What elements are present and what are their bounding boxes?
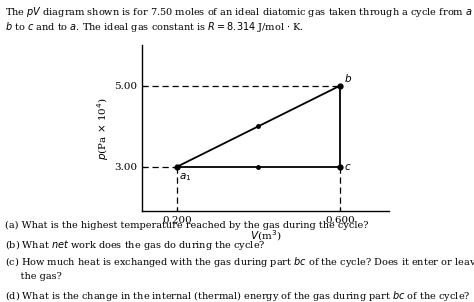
Text: (d) What is the change in the internal (thermal) energy of the gas during part $: (d) What is the change in the internal (… <box>5 289 470 302</box>
Text: (c) How much heat is exchanged with the gas during part $bc$ of the cycle? Does : (c) How much heat is exchanged with the … <box>5 255 474 269</box>
Text: $a_1$: $a_1$ <box>179 172 191 184</box>
Text: the gas?: the gas? <box>5 272 62 281</box>
Y-axis label: $p$(Pa $\times$ 10$^4$): $p$(Pa $\times$ 10$^4$) <box>96 97 111 160</box>
Text: (b) What $\it{net}$ work does the gas do during the cycle?: (b) What $\it{net}$ work does the gas do… <box>5 238 265 252</box>
Text: The $pV$ diagram shown is for 7.50 moles of an ideal diatomic gas taken through : The $pV$ diagram shown is for 7.50 moles… <box>5 5 474 18</box>
Text: (a) What is the highest temperature reached by the gas during the cycle?: (a) What is the highest temperature reac… <box>5 220 368 230</box>
Text: $c$: $c$ <box>344 162 351 172</box>
X-axis label: $V$(m$^3$): $V$(m$^3$) <box>250 228 281 243</box>
Text: $b$ to $c$ and to $a$. The ideal gas constant is $R = 8.314$ J/mol $\cdot$ K.: $b$ to $c$ and to $a$. The ideal gas con… <box>5 20 304 34</box>
Text: $b$: $b$ <box>344 72 352 84</box>
